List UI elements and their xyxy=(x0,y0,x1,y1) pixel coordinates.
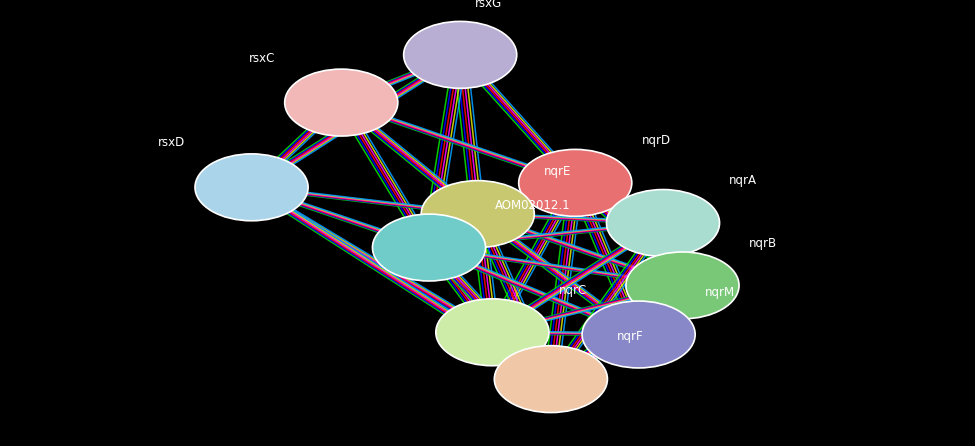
Ellipse shape xyxy=(519,149,632,216)
Ellipse shape xyxy=(285,69,398,136)
Ellipse shape xyxy=(404,21,517,88)
Text: nqrM: nqrM xyxy=(705,286,735,299)
Text: rsxC: rsxC xyxy=(249,52,275,65)
Text: nqrF: nqrF xyxy=(617,330,644,343)
Text: nqrD: nqrD xyxy=(642,134,671,147)
Ellipse shape xyxy=(372,214,486,281)
Text: nqrE: nqrE xyxy=(544,165,571,178)
Ellipse shape xyxy=(195,154,308,221)
Ellipse shape xyxy=(626,252,739,319)
Text: nqrA: nqrA xyxy=(729,174,758,187)
Ellipse shape xyxy=(494,346,607,413)
Text: rsxG: rsxG xyxy=(475,0,502,10)
Text: AOM02012.1: AOM02012.1 xyxy=(495,199,571,212)
Ellipse shape xyxy=(421,181,534,248)
Ellipse shape xyxy=(606,190,720,256)
Ellipse shape xyxy=(582,301,695,368)
Text: nqrB: nqrB xyxy=(749,237,777,250)
Ellipse shape xyxy=(436,299,549,366)
Text: rsxD: rsxD xyxy=(158,136,185,149)
Text: nqrC: nqrC xyxy=(559,284,587,297)
